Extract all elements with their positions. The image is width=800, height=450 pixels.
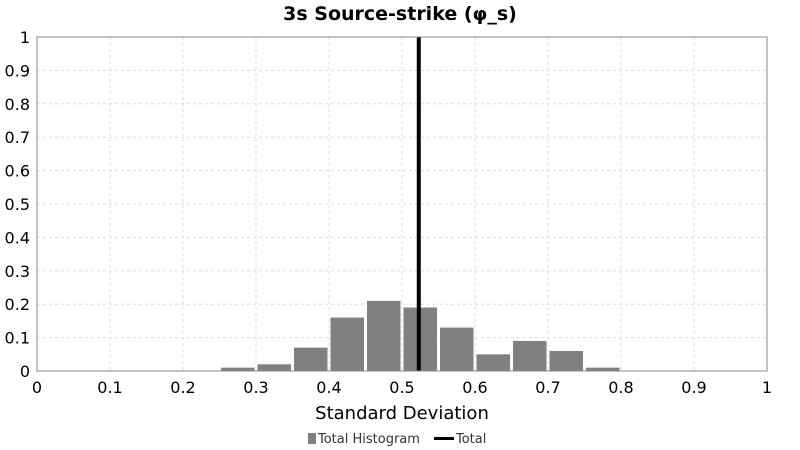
x-tick-label: 0 bbox=[32, 378, 42, 397]
x-tick-label: 1 bbox=[762, 378, 772, 397]
grid-lines bbox=[37, 37, 767, 371]
histogram-bar bbox=[330, 317, 364, 371]
x-tick-label: 0.4 bbox=[316, 378, 341, 397]
legend-swatch-total-histogram bbox=[308, 433, 316, 444]
x-tick-label: 0.2 bbox=[170, 378, 195, 397]
y-tick-label: 0.6 bbox=[5, 162, 30, 181]
y-tick-label: 0.7 bbox=[5, 128, 30, 147]
histogram-bar bbox=[294, 347, 328, 371]
legend: Total Histogram Total bbox=[308, 432, 486, 447]
x-tick-label: 0.9 bbox=[681, 378, 706, 397]
x-tick-label: 0.3 bbox=[243, 378, 268, 397]
chart-title: 3s Source-strike (φ_s) bbox=[283, 3, 517, 25]
histogram-bar bbox=[440, 327, 474, 371]
y-tick-label: 0.5 bbox=[5, 195, 30, 214]
x-tick-labels: 0 0.1 0.2 0.3 0.4 0.5 0.6 0.7 0.8 0.9 1 bbox=[32, 378, 772, 397]
y-tick-labels: 0 0.1 0.2 0.3 0.4 0.5 0.6 0.7 0.8 0.9 1 bbox=[5, 28, 30, 381]
x-tick-label: 0.6 bbox=[462, 378, 487, 397]
y-tick-label: 0.8 bbox=[5, 95, 30, 114]
plot-frame bbox=[36, 36, 768, 372]
histogram-bar bbox=[257, 364, 291, 371]
y-tick-label: 0 bbox=[20, 362, 30, 381]
y-tick-label: 0.3 bbox=[5, 262, 30, 281]
x-tick-label: 0.8 bbox=[608, 378, 633, 397]
y-tick-label: 0.4 bbox=[5, 228, 30, 247]
histogram-bar bbox=[367, 300, 401, 371]
histogram-bar bbox=[476, 354, 510, 371]
x-axis-label: Standard Deviation bbox=[315, 403, 489, 424]
x-tick-label: 0.5 bbox=[389, 378, 414, 397]
x-tick-label: 0.1 bbox=[97, 378, 122, 397]
legend-swatch-total bbox=[434, 437, 454, 440]
histogram-bar bbox=[549, 350, 583, 371]
y-tick-label: 1 bbox=[20, 28, 30, 47]
x-tick-label: 0.7 bbox=[535, 378, 560, 397]
histogram-bar bbox=[513, 340, 547, 371]
legend-label-total: Total bbox=[455, 432, 486, 447]
y-tick-label: 0.1 bbox=[5, 329, 30, 348]
y-tick-label: 0.2 bbox=[5, 295, 30, 314]
legend-label-total-histogram: Total Histogram bbox=[317, 432, 420, 447]
histogram-bar bbox=[586, 367, 620, 371]
y-tick-label: 0.9 bbox=[5, 61, 30, 80]
histogram-bar bbox=[221, 367, 255, 371]
